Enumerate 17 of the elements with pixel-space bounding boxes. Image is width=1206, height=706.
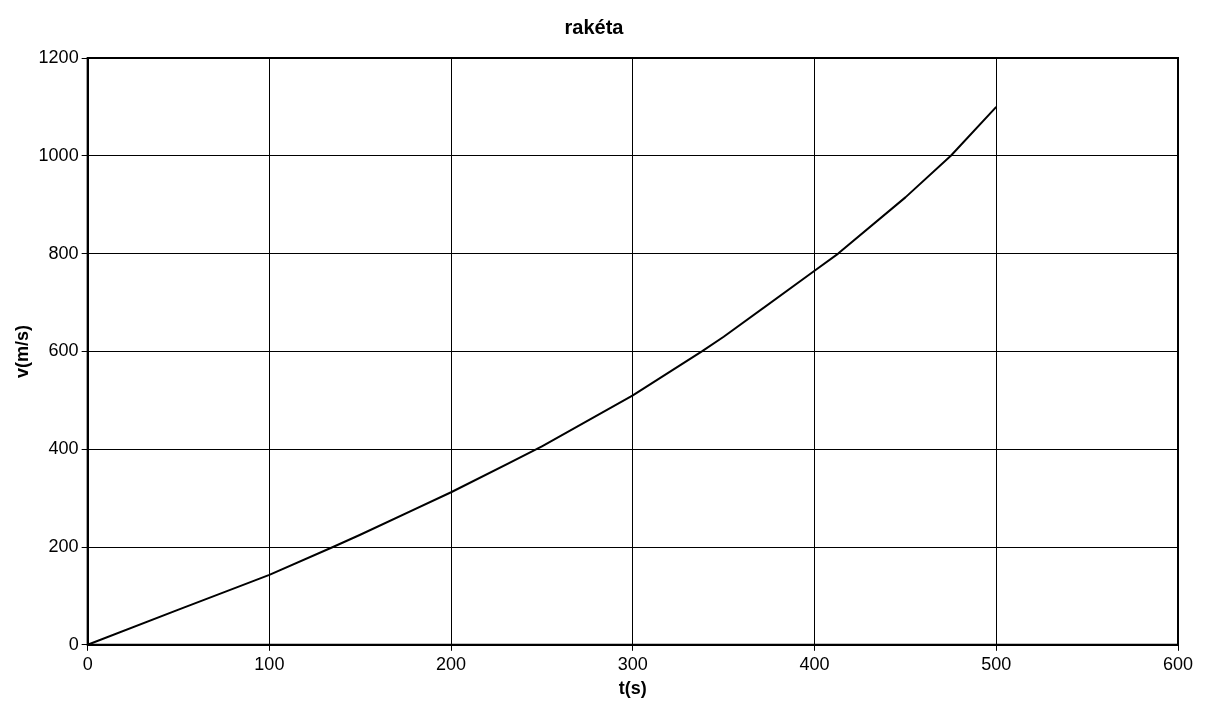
x-tick-label: 400 bbox=[799, 653, 830, 674]
x-axis-title: t(s) bbox=[618, 678, 647, 699]
y-tick-label: 1200 bbox=[38, 46, 79, 67]
y-tick-label: 1000 bbox=[38, 144, 79, 165]
y-tick-label: 400 bbox=[48, 438, 79, 459]
x-tick-label: 500 bbox=[981, 653, 1012, 674]
x-tick-label: 200 bbox=[436, 653, 467, 674]
chart-title: rakéta bbox=[564, 15, 625, 38]
y-tick-label: 800 bbox=[48, 242, 79, 263]
y-axis-title: v(m/s) bbox=[11, 324, 32, 378]
x-tick-label: 100 bbox=[254, 653, 285, 674]
x-tick-label: 300 bbox=[617, 653, 648, 674]
x-tick-label: 0 bbox=[82, 653, 93, 674]
x-tick-label: 600 bbox=[1162, 653, 1194, 674]
y-tick-label: 600 bbox=[48, 340, 79, 361]
y-tick-label: 0 bbox=[68, 633, 79, 654]
y-tick-label: 200 bbox=[48, 535, 79, 556]
